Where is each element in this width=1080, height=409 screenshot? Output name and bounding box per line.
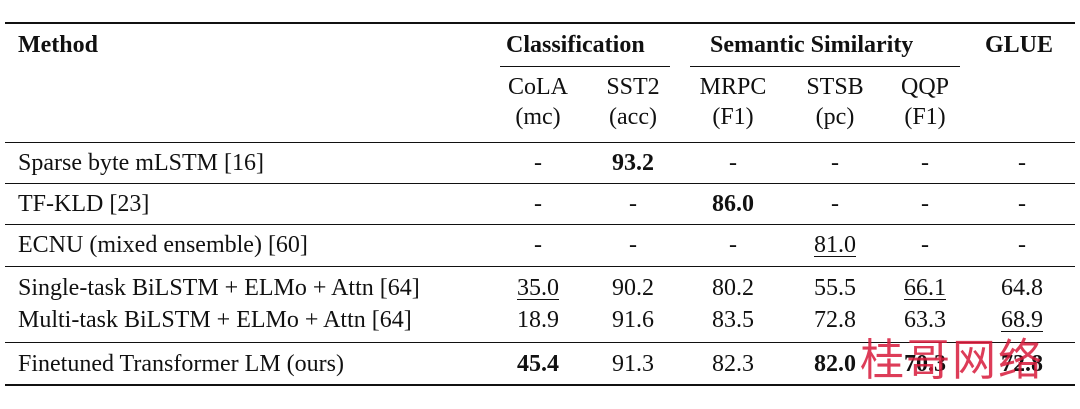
col-qqp-name: QQP (900, 74, 950, 100)
table-cell: 82.0 (814, 351, 856, 377)
table-cell: - (729, 232, 737, 258)
col-stsb-metric: (pc) (815, 104, 855, 130)
table-cell: - (534, 232, 542, 258)
glue-header: GLUE (985, 32, 1054, 58)
table-cell: 82.3 (712, 351, 754, 377)
bottom-rule (5, 384, 1075, 386)
table-cell: - (534, 191, 542, 217)
col-stsb-name: STSB (806, 74, 864, 100)
table-cell: 91.6 (612, 307, 654, 333)
row-method: ECNU (mixed ensemble) [60] (18, 232, 308, 258)
table-cell: 63.3 (904, 307, 946, 333)
table-cell: 86.0 (712, 191, 754, 217)
table-cell: - (534, 150, 542, 176)
similarity-group-header: Semantic Similarity (710, 32, 914, 58)
table-cell: 72.8 (814, 307, 856, 333)
row-method: TF-KLD [23] (18, 191, 150, 217)
table-cell: 70.3 (904, 351, 946, 377)
table-cell: - (831, 150, 839, 176)
table-cell: 72.8 (1001, 351, 1043, 377)
col-qqp-metric: (F1) (904, 104, 946, 130)
row-method: Sparse byte mLSTM [16] (18, 150, 264, 176)
col-sst2-metric: (acc) (609, 104, 657, 130)
col-cola-name: CoLA (508, 74, 568, 100)
classification-group-rule (500, 66, 670, 67)
col-mrpc-metric: (F1) (712, 104, 754, 130)
table-cell: - (1018, 150, 1026, 176)
row-method: Single-task BiLSTM + ELMo + Attn [64] (18, 275, 420, 301)
table-cell: 91.3 (612, 351, 654, 377)
table-cell: - (921, 150, 929, 176)
classification-group-header: Classification (506, 32, 645, 58)
row-rule-2 (5, 224, 1075, 225)
table-cell: 83.5 (712, 307, 754, 333)
table-cell: - (831, 191, 839, 217)
table-cell: 93.2 (612, 150, 654, 176)
table-cell: 55.5 (814, 275, 856, 301)
row-rule-3 (5, 266, 1075, 267)
row-method: Finetuned Transformer LM (ours) (18, 351, 344, 377)
table-cell: - (921, 191, 929, 217)
table-cell: 81.0 (814, 232, 856, 258)
table-cell: - (629, 191, 637, 217)
method-header: Method (18, 32, 98, 58)
row-rule-4 (5, 342, 1075, 343)
table-cell: 90.2 (612, 275, 654, 301)
top-rule (5, 22, 1075, 24)
header-rule (5, 142, 1075, 143)
row-method: Multi-task BiLSTM + ELMo + Attn [64] (18, 307, 412, 333)
similarity-group-rule (690, 66, 960, 67)
table-cell: 35.0 (517, 275, 559, 301)
table-cell: - (729, 150, 737, 176)
table-cell: 45.4 (517, 351, 559, 377)
table-cell: 66.1 (904, 275, 946, 301)
table-cell: - (1018, 191, 1026, 217)
table-cell: 80.2 (712, 275, 754, 301)
row-rule-1 (5, 183, 1075, 184)
table-cell: - (629, 232, 637, 258)
table-cell: 18.9 (517, 307, 559, 333)
col-mrpc-name: MRPC (699, 74, 767, 100)
table-cell: 64.8 (1001, 275, 1043, 301)
col-sst2-name: SST2 (606, 74, 660, 100)
watermark: 桂哥网络 (860, 335, 1044, 386)
table-cell: 68.9 (1001, 307, 1043, 333)
table-cell: - (921, 232, 929, 258)
col-cola-metric: (mc) (515, 104, 561, 130)
table-cell: - (1018, 232, 1026, 258)
